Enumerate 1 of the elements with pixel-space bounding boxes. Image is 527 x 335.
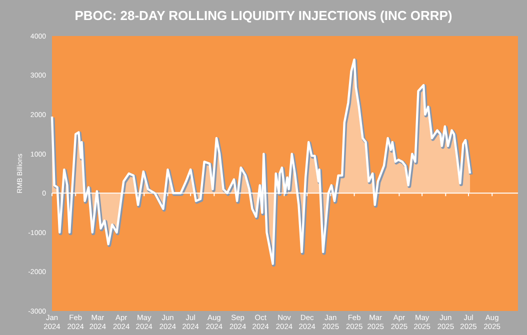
chart-title: PBOC: 28-DAY ROLLING LIQUIDITY INJECTIONS (INC ORRP) <box>74 8 452 23</box>
